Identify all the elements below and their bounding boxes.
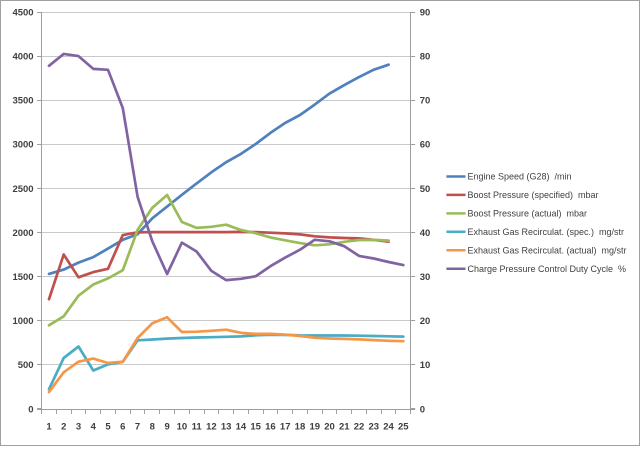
svg-text:14: 14 <box>236 422 247 433</box>
svg-text:0: 0 <box>420 404 425 415</box>
svg-text:2500: 2500 <box>12 184 33 195</box>
svg-text:12: 12 <box>206 422 217 433</box>
svg-text:5: 5 <box>105 422 111 433</box>
svg-text:21: 21 <box>339 422 350 433</box>
svg-text:70: 70 <box>420 96 431 107</box>
svg-text:20: 20 <box>420 316 431 327</box>
svg-text:90: 90 <box>420 7 431 18</box>
svg-text:Exhaust Gas Recirculat. (actua: Exhaust Gas Recirculat. (actual) mg/str <box>468 246 627 256</box>
svg-text:10: 10 <box>420 360 431 371</box>
svg-text:Charge Pressure Control Duty C: Charge Pressure Control Duty Cycle % <box>468 264 627 274</box>
svg-text:1: 1 <box>46 422 52 433</box>
svg-text:40: 40 <box>420 228 431 239</box>
svg-text:7: 7 <box>135 422 140 433</box>
svg-text:3000: 3000 <box>12 140 33 151</box>
svg-text:17: 17 <box>280 422 291 433</box>
svg-text:16: 16 <box>265 422 276 433</box>
svg-text:6: 6 <box>120 422 125 433</box>
svg-text:15: 15 <box>250 422 261 433</box>
svg-text:9: 9 <box>164 422 169 433</box>
svg-text:30: 30 <box>420 272 431 283</box>
svg-text:4500: 4500 <box>12 7 33 18</box>
svg-text:2000: 2000 <box>12 228 33 239</box>
svg-text:500: 500 <box>18 360 34 371</box>
svg-text:2: 2 <box>61 422 66 433</box>
svg-text:3500: 3500 <box>12 96 33 107</box>
svg-text:1000: 1000 <box>12 316 33 327</box>
svg-text:4000: 4000 <box>12 52 33 63</box>
svg-text:23: 23 <box>369 422 380 433</box>
svg-text:80: 80 <box>420 52 431 63</box>
svg-text:3: 3 <box>76 422 81 433</box>
svg-text:22: 22 <box>354 422 365 433</box>
svg-text:60: 60 <box>420 140 431 151</box>
svg-text:18: 18 <box>295 422 306 433</box>
svg-text:Boost Pressure (actual) mbar: Boost Pressure (actual) mbar <box>468 209 588 219</box>
svg-text:0: 0 <box>28 404 33 415</box>
svg-text:Engine Speed (G28) /min: Engine Speed (G28) /min <box>468 172 572 182</box>
svg-text:50: 50 <box>420 184 431 195</box>
svg-text:Exhaust Gas Recirculat. (spec.: Exhaust Gas Recirculat. (spec.) mg/str <box>468 227 625 237</box>
svg-text:19: 19 <box>309 422 320 433</box>
svg-text:13: 13 <box>221 422 232 433</box>
svg-text:8: 8 <box>150 422 155 433</box>
svg-text:20: 20 <box>324 422 335 433</box>
svg-text:4: 4 <box>91 422 97 433</box>
svg-text:25: 25 <box>398 422 409 433</box>
svg-text:10: 10 <box>177 422 188 433</box>
svg-text:11: 11 <box>192 422 203 433</box>
svg-text:Boost Pressure (specified) mb: Boost Pressure (specified) mbar <box>468 190 599 200</box>
svg-text:24: 24 <box>383 422 394 433</box>
svg-text:1500: 1500 <box>12 272 33 283</box>
